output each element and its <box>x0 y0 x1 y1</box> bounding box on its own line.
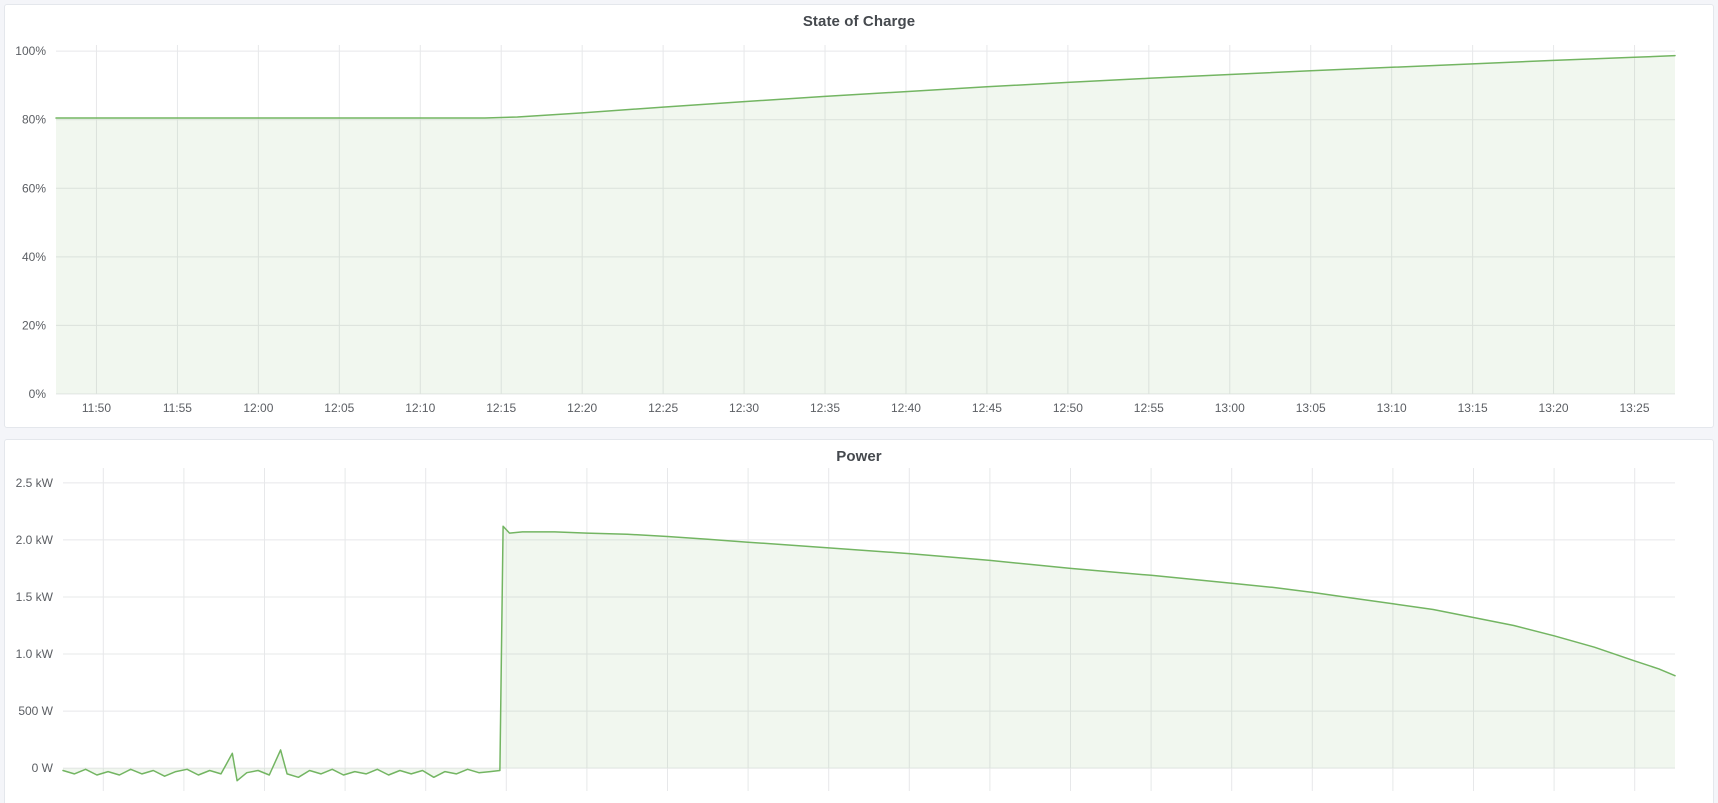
soc-x-tick-label: 11:50 <box>82 401 111 415</box>
soc-x-tick-label: 13:10 <box>1377 401 1407 415</box>
power-line <box>62 525 1676 782</box>
panel-title-state-of-charge: State of Charge <box>802 13 916 30</box>
soc-gridlines <box>56 45 1675 395</box>
power-chart[interactable]: 0 W 500 W 1.0 kW 1.5 kW 2.0 kW 2.5 kW <box>5 440 1713 803</box>
soc-y-tick-label: 100% <box>15 44 46 58</box>
soc-x-tick-label: 12:55 <box>1134 401 1164 415</box>
soc-line <box>55 54 1676 119</box>
panel-title-power: Power <box>836 448 882 465</box>
power-y-tick-label: 2.0 kW <box>16 533 54 547</box>
power-y-tick-label: 0 W <box>32 761 54 775</box>
soc-x-tick-label: 13:00 <box>1215 401 1245 415</box>
power-y-tick-label: 2.5 kW <box>16 476 54 490</box>
soc-x-tick-label: 13:20 <box>1539 401 1569 415</box>
soc-x-tick-label: 13:15 <box>1458 401 1488 415</box>
soc-x-tick-label: 12:00 <box>243 401 273 415</box>
soc-y-axis-labels: 0% 20% 40% 60% 80% 100% <box>15 44 46 401</box>
soc-x-tick-label: 12:15 <box>486 401 516 415</box>
power-y-tick-label: 500 W <box>18 704 53 718</box>
soc-x-tick-label: 12:25 <box>648 401 678 415</box>
power-y-axis-labels: 0 W 500 W 1.0 kW 1.5 kW 2.0 kW 2.5 kW <box>16 476 54 775</box>
soc-x-tick-label: 12:10 <box>405 401 435 415</box>
soc-y-tick-label: 60% <box>22 181 46 195</box>
state-of-charge-chart[interactable]: 0% 20% 40% 60% 80% 100% 11:50 11:55 12:00 12:05 12… <box>5 5 1713 427</box>
soc-y-tick-label: 40% <box>22 250 46 264</box>
panel-power: Power 0 W 500 W 1.0 kW 1.5 kW 2.0 kW 2.5 kW <box>4 439 1714 803</box>
soc-x-tick-label: 12:45 <box>972 401 1002 415</box>
soc-x-tick-label: 12:35 <box>810 401 840 415</box>
soc-y-tick-label: 80% <box>22 113 46 127</box>
soc-x-axis-labels: 11:50 11:55 12:00 12:05 12:10 12:15 12:20 12:25… <box>82 401 1650 415</box>
soc-x-tick-label: 12:30 <box>729 401 759 415</box>
power-area-fill <box>63 526 1675 781</box>
soc-x-tick-label: 12:50 <box>1053 401 1083 415</box>
soc-y-tick-label: 0% <box>29 387 47 401</box>
state-of-charge-chart-svg[interactable]: 0% 20% 40% 60% 80% 100% 11:50 11:55 12:00 12:05 12… <box>5 5 1713 427</box>
soc-x-tick-label: 11:55 <box>163 401 192 415</box>
soc-area-fill <box>56 55 1675 394</box>
soc-x-tick-label: 13:25 <box>1620 401 1650 415</box>
panel-state-of-charge: State of Charge 0% 20% 40% 60% 80% 100% 11:50 1… <box>4 4 1714 428</box>
power-chart-svg[interactable]: 0 W 500 W 1.0 kW 1.5 kW 2.0 kW 2.5 kW <box>5 440 1713 803</box>
power-y-tick-label: 1.5 kW <box>16 590 54 604</box>
soc-x-tick-label: 12:05 <box>324 401 354 415</box>
soc-x-tick-label: 13:05 <box>1296 401 1326 415</box>
power-gridlines <box>63 468 1675 791</box>
power-y-tick-label: 1.0 kW <box>16 647 54 661</box>
soc-y-tick-label: 20% <box>22 318 46 332</box>
soc-x-tick-label: 12:20 <box>567 401 597 415</box>
soc-x-tick-label: 12:40 <box>891 401 921 415</box>
